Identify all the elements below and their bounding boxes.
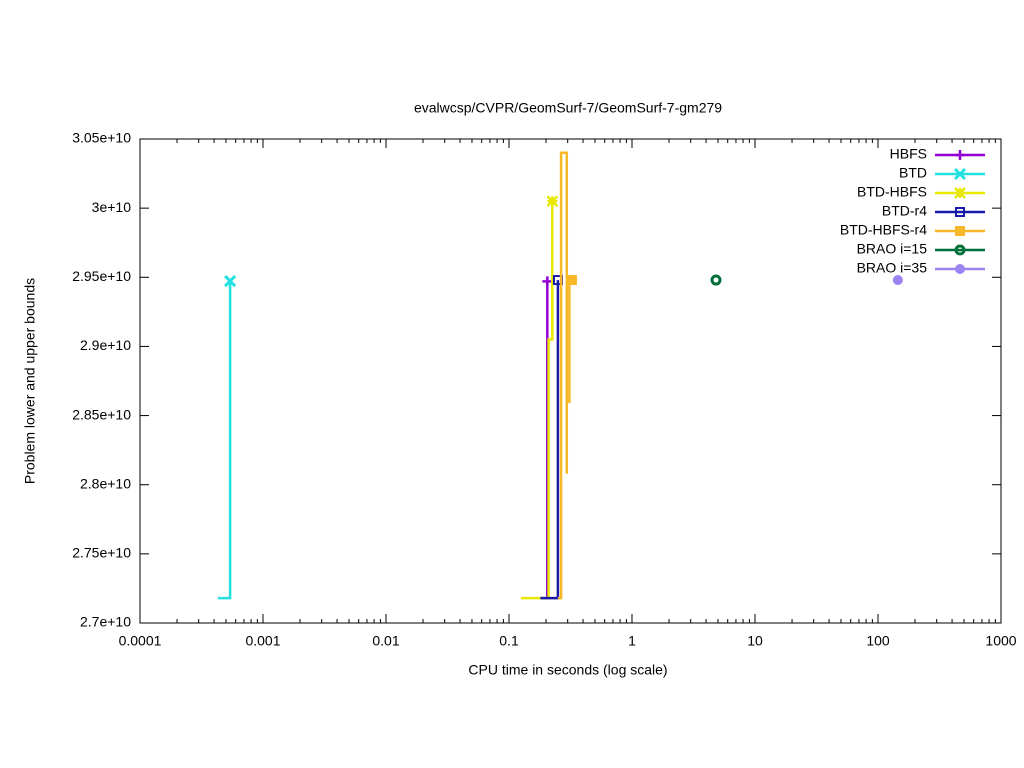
- series: [710, 274, 722, 286]
- marker: [892, 275, 903, 286]
- series-line: [217, 281, 232, 600]
- x-axis-label: CPU time in seconds (log scale): [468, 662, 667, 678]
- series: [557, 151, 577, 600]
- series: [520, 195, 559, 600]
- marker: [542, 276, 553, 287]
- marker: [954, 244, 966, 256]
- x-tick-label: 1: [628, 633, 636, 649]
- y-tick-label: 2.9e+10: [80, 337, 131, 353]
- legend-label: BTD-HBFS-r4: [840, 222, 927, 238]
- marker: [566, 275, 577, 286]
- y-tick-label: 3e+10: [92, 199, 132, 215]
- legend: HBFS BTD BTD-HBFS BTD-r4 BTD-HBFS-r4 BRAO i=1…: [840, 146, 985, 276]
- marker: [955, 207, 965, 217]
- legend-label: BRAO i=15: [857, 241, 928, 257]
- x-tick-label: 0.1: [499, 633, 519, 649]
- marker: [546, 195, 559, 208]
- legend-label: BTD-HBFS: [857, 184, 927, 200]
- y-axis-label: Problem lower and upper bounds: [22, 278, 38, 484]
- x-tick-label: 0.01: [372, 633, 399, 649]
- legend-label: BTD-r4: [882, 203, 927, 219]
- plot-frame: [139, 138, 1002, 624]
- chart-title: evalwcsp/CVPR/GeomSurf-7/GeomSurf-7-gm27…: [414, 100, 722, 116]
- series-line: [557, 151, 572, 600]
- legend-label: HBFS: [890, 146, 927, 162]
- marker: [954, 187, 966, 199]
- x-tick-label: 0.001: [245, 633, 280, 649]
- marker: [710, 274, 722, 286]
- legend-label: BTD: [899, 165, 927, 181]
- y-tick-label: 2.7e+10: [80, 614, 131, 630]
- x-tick-label: 0.0001: [119, 633, 162, 649]
- x-tick-label: 1000: [985, 633, 1016, 649]
- y-tick-label: 2.85e+10: [72, 406, 131, 422]
- series-line: [520, 201, 554, 600]
- x-tick-label: 10: [747, 633, 763, 649]
- series: [892, 275, 903, 286]
- series: [217, 274, 237, 600]
- y-tick-label: 3.05e+10: [72, 130, 131, 146]
- marker: [224, 274, 237, 288]
- marker: [955, 150, 965, 160]
- marker: [955, 264, 965, 274]
- x-tick-label: 100: [866, 633, 890, 649]
- y-tick-label: 2.8e+10: [80, 475, 131, 491]
- marker: [953, 167, 967, 181]
- legend-label: BRAO i=35: [857, 260, 928, 276]
- y-tick-label: 2.75e+10: [72, 545, 131, 561]
- marker: [955, 226, 965, 236]
- y-tick-label: 2.95e+10: [72, 268, 131, 284]
